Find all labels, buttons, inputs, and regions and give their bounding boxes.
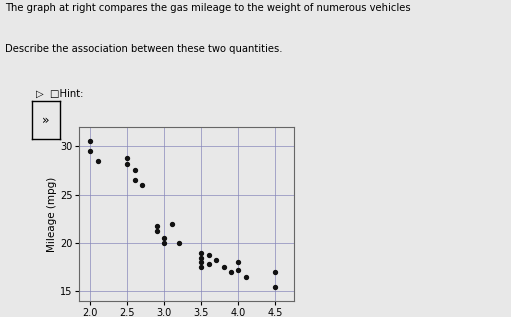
Point bbox=[138, 182, 146, 187]
Point bbox=[234, 268, 242, 273]
Point bbox=[131, 178, 139, 183]
Point bbox=[271, 269, 280, 275]
Point bbox=[219, 265, 227, 270]
Point bbox=[227, 269, 235, 275]
Point bbox=[204, 262, 213, 267]
Point bbox=[212, 258, 220, 263]
Point bbox=[175, 241, 183, 246]
Point bbox=[197, 255, 205, 260]
Point bbox=[197, 260, 205, 265]
Point bbox=[234, 260, 242, 265]
Text: »: » bbox=[42, 114, 50, 127]
Text: ▷  □Hint:: ▷ □Hint: bbox=[36, 89, 83, 99]
Point bbox=[197, 265, 205, 270]
Point bbox=[168, 221, 176, 226]
Point bbox=[197, 250, 205, 255]
Point bbox=[131, 168, 139, 173]
Point bbox=[123, 155, 131, 160]
Point bbox=[86, 148, 95, 153]
Point bbox=[123, 161, 131, 166]
Point bbox=[160, 236, 169, 241]
Y-axis label: Mileage (mpg): Mileage (mpg) bbox=[47, 176, 57, 252]
Text: The graph at right compares the gas mileage to the weight of numerous vehicles: The graph at right compares the gas mile… bbox=[5, 3, 411, 13]
Point bbox=[242, 275, 250, 280]
Point bbox=[160, 241, 169, 246]
Text: Describe the association between these two quantities.: Describe the association between these t… bbox=[5, 44, 283, 55]
Point bbox=[271, 284, 280, 289]
Point bbox=[153, 223, 161, 228]
Point bbox=[153, 229, 161, 234]
Point bbox=[86, 139, 95, 144]
Point bbox=[94, 158, 102, 163]
Point bbox=[204, 252, 213, 257]
